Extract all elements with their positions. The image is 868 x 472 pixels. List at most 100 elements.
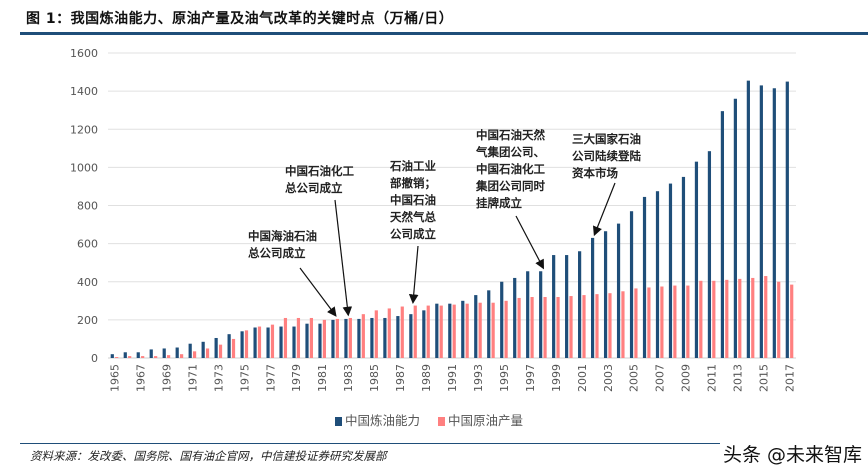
bar-crude-production — [660, 286, 664, 358]
bar-crude-production — [725, 279, 729, 358]
bar-refining-capacity — [305, 323, 309, 358]
x-tick-label: 2005 — [628, 364, 641, 392]
bar-crude-production — [205, 348, 210, 358]
bar-refining-capacity — [565, 255, 569, 358]
bar-refining-capacity — [253, 327, 257, 358]
bar-crude-production — [569, 296, 573, 358]
y-tick-label: 1400 — [70, 85, 98, 98]
bar-refining-capacity — [435, 303, 439, 358]
annotation-arrow — [299, 267, 337, 317]
bar-refining-capacity — [383, 317, 387, 358]
annotation-label: 三大国家石油 公司陆续登陆 资本市场 — [572, 132, 641, 180]
bar-crude-production — [400, 306, 404, 358]
bar-crude-production — [218, 344, 223, 358]
bar-crude-production — [257, 326, 262, 358]
bar-refining-capacity — [629, 211, 634, 358]
bar-crude-production — [478, 302, 482, 358]
bar-crude-production — [115, 357, 119, 358]
x-tick-label: 1979 — [290, 364, 303, 392]
bar-crude-production — [335, 318, 339, 358]
bar-crude-production — [608, 293, 612, 358]
bar-crude-production — [270, 324, 275, 358]
bar-crude-production — [751, 277, 755, 358]
bar-crude-production — [673, 285, 677, 358]
bar-crude-production — [426, 305, 430, 358]
annotation-label: 中国海油石油 总公司成立 — [248, 229, 317, 260]
bar-crude-production — [556, 297, 560, 358]
bar-refining-capacity — [694, 161, 699, 358]
bar-crude-production — [192, 351, 197, 358]
bar-refining-capacity — [526, 271, 530, 358]
bar-crude-production — [231, 338, 236, 358]
bar-crude-production — [141, 356, 145, 358]
bar-crude-production — [790, 284, 794, 358]
bar-crude-production — [686, 285, 690, 358]
bar-crude-production — [283, 317, 288, 358]
x-tick-label: 1967 — [134, 364, 147, 392]
bar-crude-production — [491, 302, 495, 358]
bar-refining-capacity — [201, 341, 205, 358]
x-tick-label: 2003 — [602, 364, 615, 392]
annotation-arrow — [408, 245, 419, 304]
annotation-label: 中国石油天然 气集团公司、 中国石油化工 集团公司同时 挂牌成立 — [476, 128, 545, 210]
bar-refining-capacity — [331, 319, 335, 358]
y-tick-label: 1000 — [70, 161, 98, 174]
bar-refining-capacity — [707, 151, 712, 358]
x-tick-label: 1987 — [394, 364, 407, 392]
bar-crude-production — [309, 317, 314, 358]
x-tick-label: 1977 — [264, 364, 277, 392]
bar-refining-capacity — [500, 281, 504, 358]
bar-crude-production — [634, 288, 638, 358]
y-tick-label: 400 — [77, 276, 98, 289]
bar-refining-capacity — [642, 196, 647, 358]
bar-crude-production — [764, 276, 768, 358]
title-divider — [20, 32, 868, 35]
bar-refining-capacity — [214, 337, 218, 358]
x-tick-label: 2011 — [706, 364, 719, 392]
bar-refining-capacity — [409, 314, 413, 358]
x-tick-label: 1975 — [238, 364, 251, 392]
x-tick-label: 1997 — [524, 364, 537, 392]
bar-refining-capacity — [240, 331, 244, 358]
x-tick-label: 1983 — [342, 364, 355, 392]
watermark: 头条 @未来智库 — [722, 444, 862, 466]
bar-refining-capacity — [655, 191, 660, 358]
x-tick-label: 2009 — [680, 364, 693, 392]
bar-crude-production — [699, 280, 703, 358]
bar-refining-capacity — [279, 326, 283, 358]
bar-refining-capacity — [266, 327, 270, 358]
bar-refining-capacity — [513, 277, 517, 358]
annotation-arrow — [515, 215, 544, 270]
bar-crude-production — [244, 330, 249, 358]
bar-crude-production — [738, 278, 742, 358]
annotation-label: 石油工业 部撤销； 中国石油 天然气总 公司成立 — [390, 159, 436, 241]
bar-refining-capacity — [344, 318, 348, 358]
bar-crude-production — [179, 354, 184, 358]
bar-crude-production — [582, 295, 586, 358]
x-tick-label: 1965 — [108, 364, 121, 392]
legend-label-capacity: 中国炼油能力 — [345, 413, 421, 428]
source-divider — [20, 443, 720, 444]
bar-refining-capacity — [448, 303, 452, 358]
bar-crude-production — [154, 356, 158, 358]
bar-crude-production — [413, 305, 417, 358]
figure-title: 图 1：我国炼油能力、原油产量及油气改革的关键时点（万桶/日） — [26, 11, 454, 27]
bar-refining-capacity — [474, 295, 478, 358]
annotation-arrow — [334, 199, 353, 317]
bar-refining-capacity — [136, 352, 140, 358]
y-tick-label: 0 — [91, 352, 98, 365]
x-tick-label: 2007 — [654, 364, 667, 392]
bar-refining-capacity — [720, 111, 725, 358]
bar-crude-production — [777, 281, 781, 358]
legend-swatch-production — [438, 417, 446, 426]
bar-crude-production — [387, 308, 391, 358]
bar-refining-capacity — [785, 81, 789, 358]
x-tick-label: 2015 — [758, 364, 771, 392]
bar-refining-capacity — [552, 255, 556, 358]
bar-refining-capacity — [487, 290, 491, 358]
x-tick-label: 1981 — [316, 364, 329, 392]
y-tick-label: 600 — [77, 238, 98, 251]
y-tick-label: 1600 — [70, 47, 98, 60]
bar-crude-production — [465, 303, 469, 358]
bar-crude-production — [128, 356, 132, 358]
